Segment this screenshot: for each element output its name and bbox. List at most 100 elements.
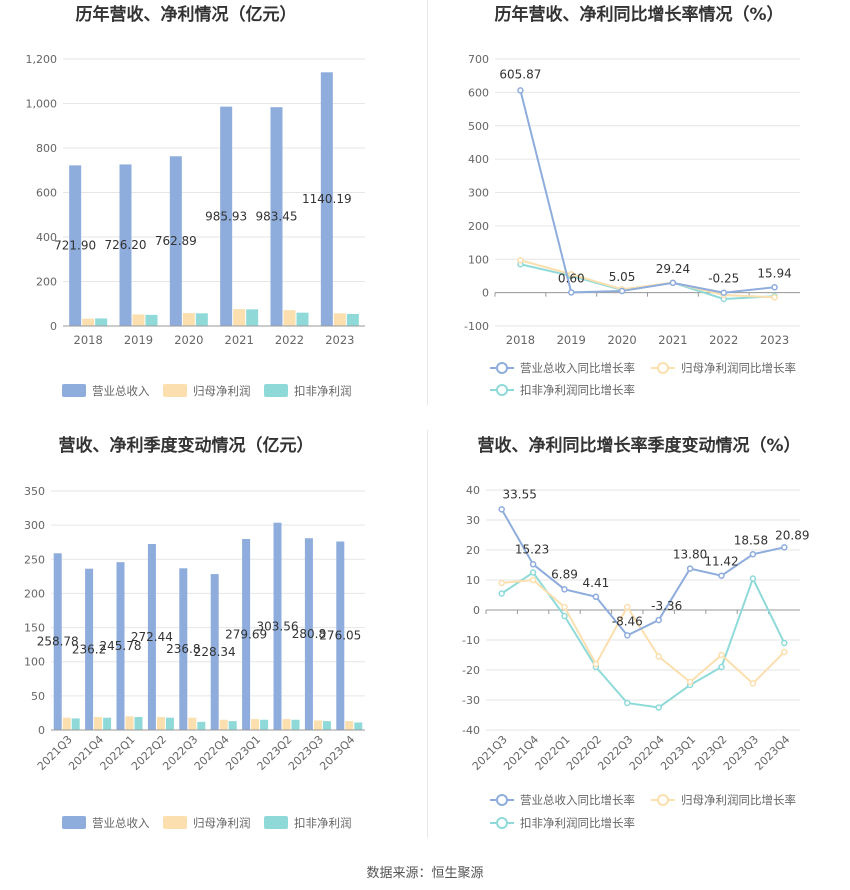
bar <box>313 720 322 730</box>
data-point <box>655 653 662 660</box>
bar <box>336 541 345 730</box>
legend-label: 扣非净利润同比增长率 <box>520 383 635 397</box>
x-tick-label: 2022 <box>709 333 738 347</box>
x-tick-label: 2019 <box>557 333 586 347</box>
point-value-label: 15.94 <box>757 266 791 280</box>
bar-value-label: 983.45 <box>256 210 298 224</box>
data-point <box>686 678 694 686</box>
quarterly-growth-line-chart: 营收、净利同比增长率季度变动情况（%） -40 -30 -20 -10 0 10 20 30 40… <box>462 435 809 830</box>
bar <box>210 574 219 730</box>
legend-swatch <box>163 816 187 829</box>
bar <box>345 721 354 730</box>
point-value-label: 20.89 <box>775 528 809 542</box>
data-point <box>529 576 537 584</box>
y-tick-label: 400 <box>36 231 57 244</box>
bar <box>85 568 94 730</box>
bar <box>219 719 228 730</box>
legend-marker <box>657 362 669 374</box>
y-tick-label: 10 <box>466 574 480 587</box>
point-value-label: -8.46 <box>612 614 643 628</box>
y-tick-label: 200 <box>24 587 45 600</box>
series-line <box>500 508 785 637</box>
bar <box>95 318 108 326</box>
y-tick-label: -40 <box>462 724 480 737</box>
y-tick-label: 20 <box>466 544 480 557</box>
panel-divider <box>427 0 428 405</box>
legend-marker <box>496 384 508 396</box>
point-value-label: 18.58 <box>734 533 768 547</box>
bar <box>103 717 112 730</box>
bar <box>69 165 82 326</box>
point-value-label: 4.41 <box>583 576 610 590</box>
bar-value-label: 236.2 <box>72 642 106 656</box>
bar <box>296 312 309 326</box>
x-tick-label: 2018 <box>74 333 103 347</box>
data-point <box>561 612 568 620</box>
panel-divider <box>427 430 428 838</box>
legend-label: 归母净利润同比增长率 <box>681 793 796 807</box>
y-tick-label: 500 <box>468 120 489 133</box>
bar <box>188 717 197 730</box>
bar <box>147 543 156 730</box>
legend-label: 归母净利润 <box>193 816 251 830</box>
data-point <box>669 279 677 287</box>
bar <box>182 313 195 326</box>
chart-title: 营收、净利同比增长率季度变动情况（%） <box>477 435 800 456</box>
data-point <box>655 704 662 711</box>
bar <box>228 721 237 730</box>
y-tick-label: 0 <box>38 724 45 737</box>
legend-label: 归母净利润同比增长率 <box>681 361 796 375</box>
y-tick-label: -100 <box>464 320 489 333</box>
bar <box>304 538 313 730</box>
data-point <box>624 603 631 611</box>
point-value-label: 11.42 <box>704 555 738 569</box>
y-tick-label: 600 <box>468 86 489 99</box>
bar <box>62 717 71 730</box>
data-point <box>781 639 788 647</box>
point-value-label: 0.60 <box>558 271 585 285</box>
data-point <box>686 565 694 572</box>
data-point <box>624 632 631 639</box>
annual-growth-line-chart: 历年营收、净利同比增长率情况（%） -100 0 100 200 300 400 500 600… <box>464 4 800 397</box>
point-value-label: -0.25 <box>708 272 739 286</box>
y-tick-label: 50 <box>31 690 45 703</box>
x-tick-label: 2018 <box>506 333 535 347</box>
bar <box>145 314 158 326</box>
bar-value-label: 276.05 <box>319 629 361 643</box>
y-tick-label: 350 <box>24 485 45 498</box>
bar-value-label: 258.78 <box>37 635 79 649</box>
data-point <box>498 579 505 587</box>
bar-value-label: 272.44 <box>131 630 173 644</box>
legend-label: 归母净利润 <box>193 384 251 398</box>
x-tick-label: 2023 <box>325 333 354 347</box>
chart-title: 营收、净利季度变动情况（亿元） <box>59 435 314 456</box>
bar <box>169 156 182 326</box>
x-tick-label: 2023Q4 <box>752 733 792 773</box>
bar <box>322 721 331 730</box>
data-point <box>592 593 600 601</box>
point-value-label: 5.05 <box>609 270 636 284</box>
legend-label: 扣非净利润 <box>294 384 352 398</box>
bar <box>283 310 296 326</box>
legend-label: 营业总收入 <box>92 816 150 830</box>
y-tick-label: 300 <box>468 187 489 200</box>
data-point <box>592 660 600 668</box>
data-point <box>618 287 626 295</box>
point-value-label: 13.80 <box>673 548 707 562</box>
y-tick-label: -10 <box>462 634 480 647</box>
y-tick-label: -30 <box>462 694 480 707</box>
x-tick-label: 2020 <box>607 333 636 347</box>
y-tick-label: 200 <box>36 276 57 289</box>
bar-value-label: 245.78 <box>100 639 142 653</box>
data-point <box>718 651 725 659</box>
data-point <box>529 569 537 576</box>
bar <box>125 716 134 730</box>
bar <box>320 72 333 326</box>
legend-swatch <box>264 384 288 397</box>
legend-swatch <box>62 816 86 829</box>
point-value-label: 15.23 <box>515 542 549 556</box>
point-value-label: -3.36 <box>651 599 682 613</box>
point-value-label: 605.87 <box>499 67 541 81</box>
bar-value-label: 985.93 <box>205 209 247 223</box>
legend-label: 扣非净利润 <box>294 816 352 830</box>
